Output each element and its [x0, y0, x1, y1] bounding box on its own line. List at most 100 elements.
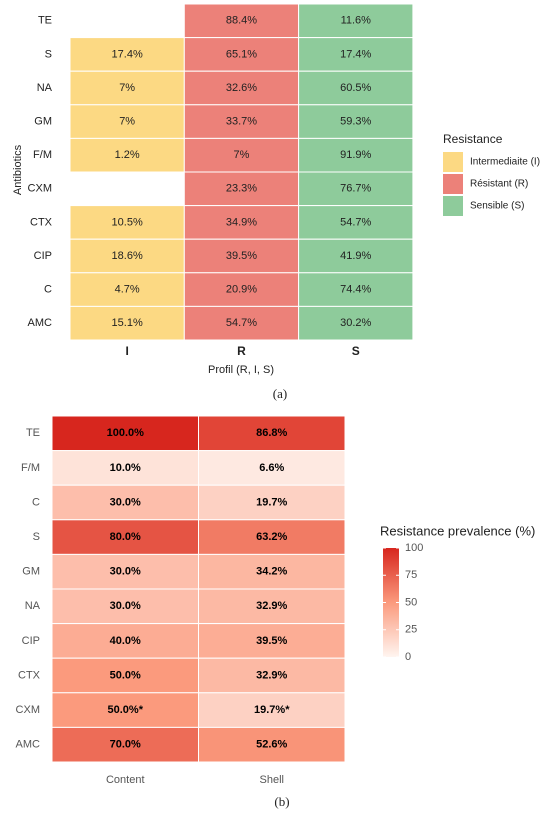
- value-label: 80.0%: [110, 531, 141, 543]
- value-label: 30.0%: [110, 566, 141, 578]
- y-tick-label: CTX: [18, 669, 41, 681]
- y-tick-label: CIP: [34, 250, 52, 262]
- colorbar-tick-label: 0: [405, 651, 411, 663]
- legend-label: Sensible (S): [470, 201, 524, 212]
- colorbar-tick-label: 50: [405, 596, 417, 608]
- value-label: 32.9%: [256, 669, 287, 681]
- colorbar-tick-label: 75: [405, 569, 417, 581]
- value-label: 32.9%: [256, 600, 287, 612]
- tile: [69, 104, 185, 139]
- value-label: 100.0%: [107, 427, 145, 439]
- value-label: 30.0%: [110, 600, 141, 612]
- tile: [298, 70, 414, 106]
- tile: [198, 657, 346, 694]
- tile: [298, 104, 414, 139]
- value-label: 23.3%: [226, 183, 257, 195]
- y-tick-label: AMC: [16, 739, 41, 751]
- y-tick-label: F/M: [33, 149, 52, 161]
- legend-title: Resistance: [443, 132, 503, 146]
- tile: [51, 692, 199, 728]
- tile: [198, 588, 346, 625]
- value-label: 10.5%: [112, 216, 143, 228]
- y-axis-title: Antibiotics: [12, 144, 24, 195]
- tile: [183, 37, 300, 72]
- value-label: 39.5%: [256, 635, 287, 647]
- tile: [198, 692, 346, 728]
- value-label: 19.7%: [256, 496, 287, 508]
- value-label: 30.0%: [110, 496, 141, 508]
- y-tick-label: NA: [37, 82, 53, 94]
- tile: [298, 171, 414, 207]
- value-label: 7%: [119, 116, 135, 128]
- value-label: 54.7%: [226, 317, 257, 329]
- value-label: 88.4%: [226, 15, 257, 27]
- colorbar-tick-label: 25: [405, 624, 417, 636]
- tile: [51, 484, 199, 521]
- x-tick-label: Shell: [260, 774, 284, 786]
- tile: [298, 238, 414, 274]
- panel-label: (a): [273, 386, 287, 401]
- colorbar-tick-label: 100: [405, 542, 423, 554]
- y-tick-label: GM: [34, 116, 52, 128]
- value-label: 19.7%*: [254, 704, 290, 716]
- tile: [69, 305, 185, 341]
- colorbar: [383, 548, 399, 657]
- tile: [198, 553, 346, 590]
- tile: [183, 305, 300, 341]
- tile: [298, 37, 414, 72]
- value-label: 34.2%: [256, 566, 287, 578]
- value-label: 17.4%: [340, 48, 371, 60]
- y-tick-label: F/M: [21, 462, 40, 474]
- value-label: 65.1%: [226, 48, 257, 60]
- value-label: 91.9%: [340, 149, 371, 161]
- y-tick-label: S: [33, 531, 40, 543]
- value-label: 10.0%: [110, 462, 141, 474]
- x-axis-title: Profil (R, I, S): [208, 364, 274, 376]
- value-label: 76.7%: [340, 183, 371, 195]
- y-tick-label: C: [32, 496, 40, 508]
- value-label: 41.9%: [340, 250, 371, 262]
- tile: [69, 238, 185, 274]
- value-label: 70.0%: [110, 739, 141, 751]
- value-label: 1.2%: [115, 149, 140, 161]
- panel-label: (b): [274, 794, 289, 809]
- x-tick-label: Content: [106, 774, 145, 786]
- value-label: 50.0%: [110, 669, 141, 681]
- tile: [51, 657, 199, 694]
- value-label: 33.7%: [226, 116, 257, 128]
- y-tick-label: S: [45, 48, 52, 60]
- tile: [183, 171, 300, 207]
- y-tick-label: CIP: [22, 635, 40, 647]
- value-label: 40.0%: [110, 635, 141, 647]
- value-label: 39.5%: [226, 250, 257, 262]
- tile: [183, 104, 300, 139]
- y-tick-label: CXM: [28, 183, 52, 195]
- tile: [298, 305, 414, 341]
- tile: [298, 205, 414, 240]
- value-label: 59.3%: [340, 116, 371, 128]
- value-label: 32.6%: [226, 82, 257, 94]
- tile: [51, 726, 199, 763]
- value-label: 4.7%: [115, 284, 140, 296]
- value-label: 17.4%: [112, 48, 143, 60]
- y-tick-label: TE: [26, 427, 40, 439]
- y-tick-label: TE: [38, 15, 52, 27]
- legend-swatch: [443, 196, 463, 216]
- tile: [298, 3, 414, 39]
- y-tick-label: NA: [25, 600, 41, 612]
- tile: [69, 37, 185, 72]
- value-label: 6.6%: [259, 462, 284, 474]
- y-tick-label: CXM: [16, 704, 40, 716]
- tile: [183, 272, 300, 307]
- value-label: 11.6%: [341, 15, 372, 27]
- legend-label: Intermediaite (I): [470, 157, 540, 168]
- value-label: 60.5%: [340, 82, 371, 94]
- x-tick-label: S: [352, 344, 360, 358]
- tile: [198, 519, 346, 555]
- tile: [198, 623, 346, 659]
- tile: [198, 415, 346, 452]
- value-label: 7%: [233, 149, 249, 161]
- x-tick-label: R: [237, 344, 246, 358]
- y-tick-label: CTX: [30, 216, 53, 228]
- value-label: 54.7%: [340, 216, 371, 228]
